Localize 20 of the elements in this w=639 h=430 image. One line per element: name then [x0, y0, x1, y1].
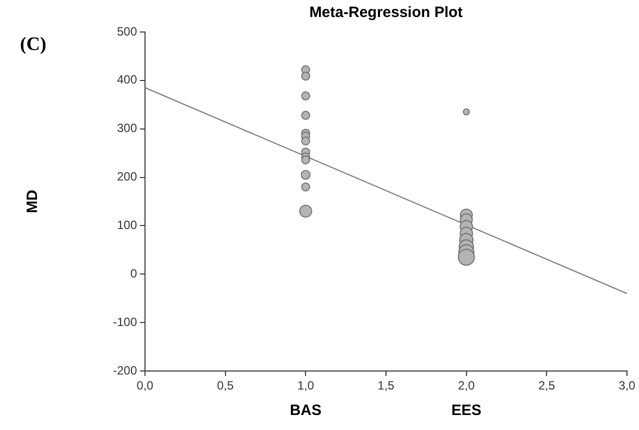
y-axis-title: MD — [24, 190, 42, 214]
y-tick-label: -100 — [112, 314, 138, 329]
y-tick-label: 100 — [116, 218, 138, 232]
x-tick-label: 0,0 — [136, 378, 154, 393]
x-tick-label: 0,5 — [216, 378, 234, 393]
y-tick-label: -200 — [112, 363, 138, 378]
y-tick-label: 300 — [116, 121, 138, 136]
chart-title: Meta-Regression Plot — [309, 4, 463, 22]
y-tick-label: 200 — [116, 170, 138, 184]
text: BAS — [290, 402, 322, 420]
x-tick-label: 1,0 — [297, 378, 314, 393]
y-tick-label: 0 — [130, 266, 138, 280]
x-tick-label: 3,0 — [618, 378, 636, 393]
x-tick-label: 2,5 — [538, 378, 556, 393]
y-tick-label: 400 — [116, 72, 138, 87]
text: EES — [451, 402, 482, 420]
y-tick-label: 500 — [116, 24, 138, 38]
x-tick-label: 2,0 — [458, 378, 475, 393]
text: (C) — [20, 34, 46, 55]
x-tick-label: 1,5 — [378, 378, 395, 393]
